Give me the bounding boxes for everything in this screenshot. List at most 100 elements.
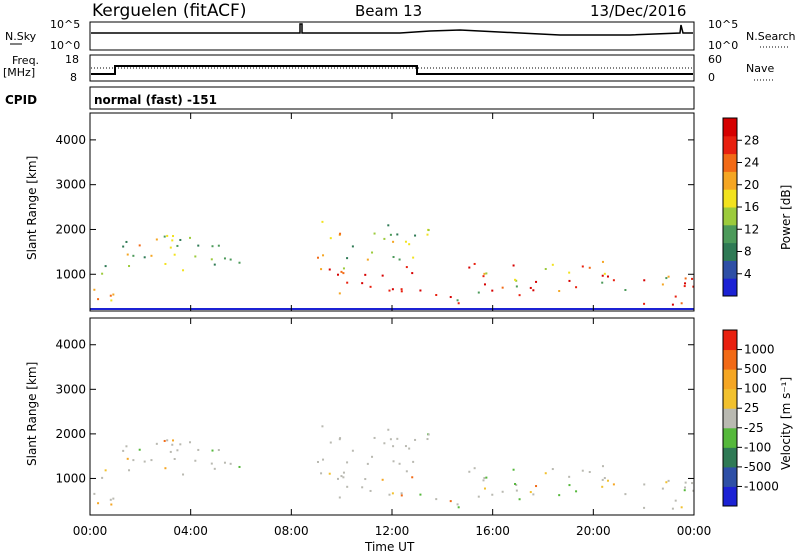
power-cell [477,291,480,294]
colorbar-tick-label: 500 [744,362,767,376]
power-cell [373,232,376,235]
power-scatter-cells [90,220,695,310]
velocity-cell [512,468,515,471]
power-cell [449,296,452,299]
colorbar-swatch [723,486,737,507]
power-cell [419,289,422,292]
velocity-cell [477,495,480,498]
velocity-cell [364,478,367,481]
colorbar-swatch [723,408,737,429]
velocity-cell [691,482,694,485]
velocity-cell [97,502,100,505]
velocity-cell [182,473,185,476]
power-cell [457,302,460,305]
power-cell [680,302,683,305]
velocity-cell [391,492,394,495]
velocity-cell [223,461,226,464]
noise-sky-trace [91,23,693,36]
colorbar-tick-label: 1000 [744,343,775,357]
velocity-cell [336,477,339,480]
velocity-cell [342,476,345,479]
velocity-colorbar: 1000 500 100 25 -25 -100 -500 -1000 [722,329,779,507]
power-cell [575,286,578,289]
colorbar-tick-label: 4 [744,267,752,281]
velocity-cell [427,433,430,436]
velocity-cell [238,465,241,468]
power-cell [169,246,172,249]
velocity-cell [400,494,403,497]
power-cell [166,234,169,237]
velocity-cell [128,469,131,472]
velocity-cell [163,439,166,442]
power-cell [173,253,176,256]
velocity-cell [381,478,384,481]
power-cell [126,253,129,256]
cpid-label: CPID [5,93,37,107]
power-cell [125,240,128,243]
velocity-cell [329,441,332,444]
power-cell [128,265,131,268]
power-cell [515,279,518,282]
power-cell [338,233,341,236]
colorbar-tick-label: -100 [744,440,771,454]
power-cell [342,267,345,270]
power-cell [217,244,220,247]
colorbar-swatch [723,278,737,297]
power-cell [163,235,166,238]
velocity-cell [122,449,125,452]
power-cell [340,270,343,273]
power-cell [568,279,571,282]
velocity-cell [210,462,213,465]
velocity-cell [400,492,403,495]
power-cell [643,279,646,282]
freq-right-tick-bottom: 0 [708,71,715,84]
power-cell [473,262,476,265]
colorbar-swatch [723,388,737,409]
velocity-cell [468,470,471,473]
colorbar-swatch [723,224,737,244]
velocity-cell [173,457,176,460]
power-cell [601,281,604,284]
power-cell [210,258,213,261]
power-cell [176,244,179,247]
velocity-cell [338,438,341,441]
velocity-cell [692,489,695,492]
x-tick-label: 16:00 [475,524,510,538]
power-cell [361,282,364,285]
velocity-cell [518,498,521,501]
power-cell [692,285,695,288]
velocity-cell [404,445,407,448]
power-cell [482,275,485,278]
power-cell [366,258,369,261]
y-tick-label: 4000 [55,133,86,147]
colorbar-swatch [723,242,737,261]
power-cell [211,245,214,248]
velocity-cell [411,476,414,479]
power-colorbar: 28 24 20 16 12 8 4 [722,117,759,297]
power-cell [671,303,674,306]
power-cell [391,288,394,291]
velocity-cell [316,460,319,463]
y-tick-label: 3000 [55,178,86,192]
colorbar-swatch [723,153,737,172]
power-cell [408,243,411,246]
nave-label: Nave [746,62,774,75]
velocity-cell [340,475,343,478]
power-cell [468,266,471,269]
colorbar-swatch [723,427,737,448]
velocity-cell [346,485,349,488]
y-tick-label: 2000 [55,427,86,441]
velocity-cell [456,503,459,506]
power-cell [581,265,584,268]
colorbar-swatch [723,171,737,190]
colorbar-swatch [723,369,737,390]
velocity-cell [373,436,376,439]
power-cell [485,272,488,275]
power-cell [691,277,694,280]
power-cell [389,233,392,236]
velocity-cell [338,496,341,499]
colorbar-tick-label: 25 [744,401,759,415]
velocity-cell [684,481,687,484]
velocity-cell [112,497,115,500]
power-cell [483,272,486,275]
